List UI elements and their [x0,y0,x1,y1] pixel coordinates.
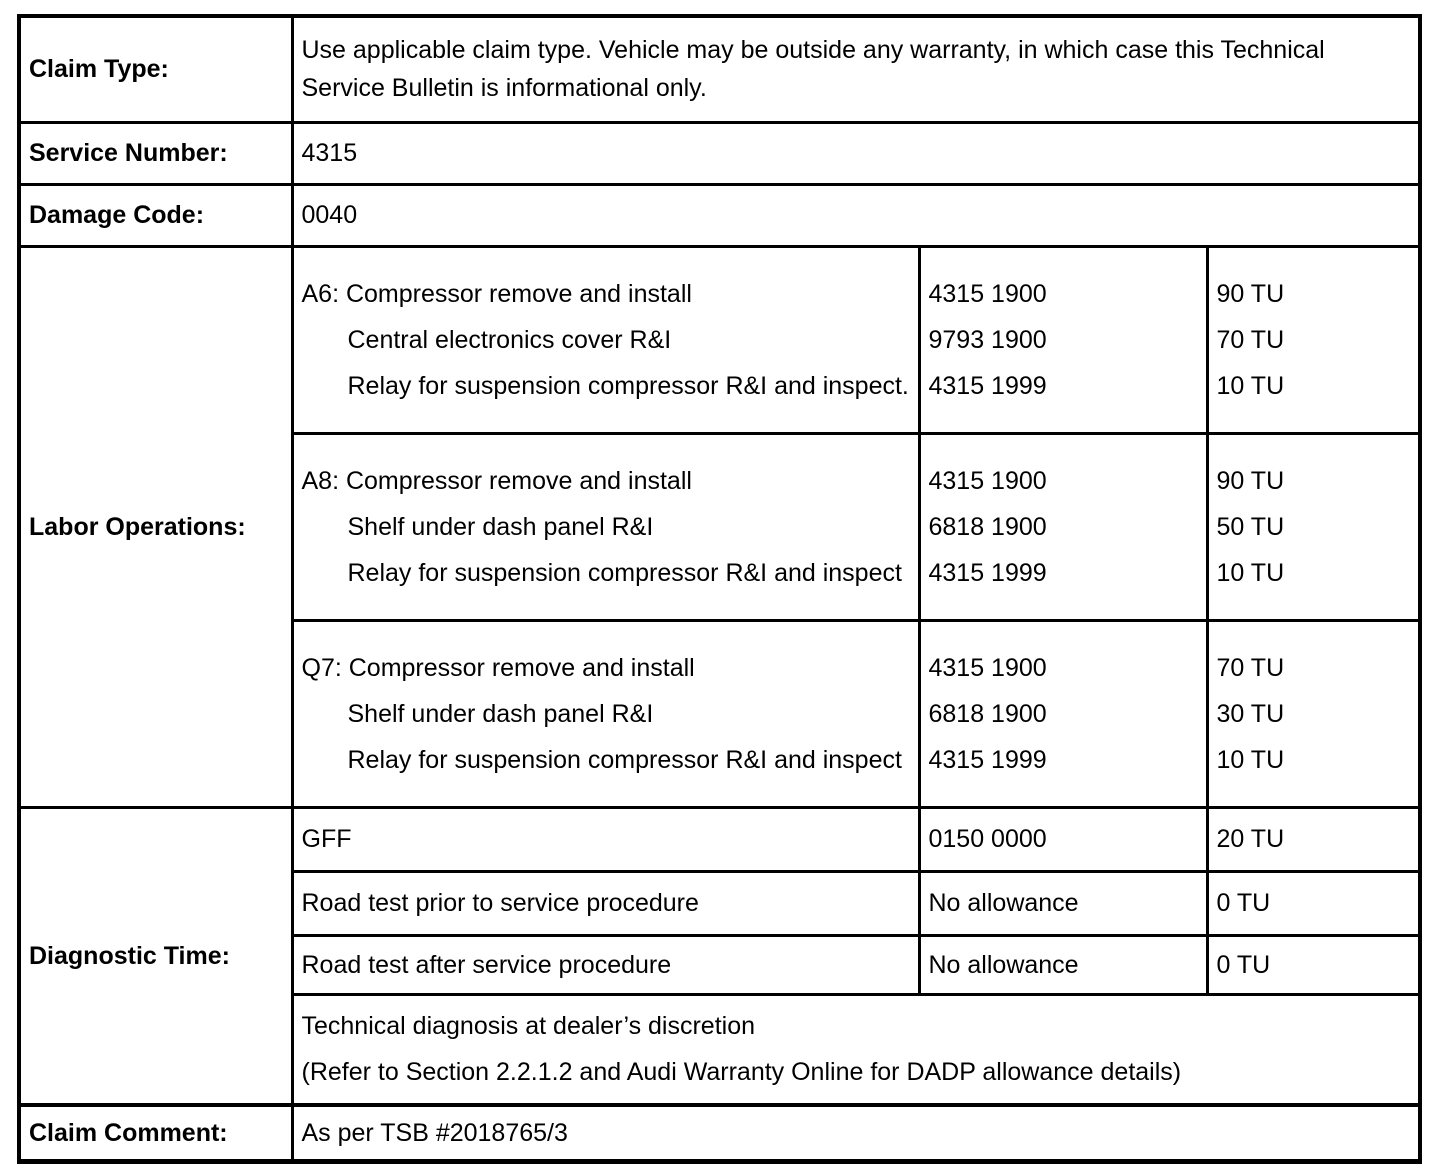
labor-item-desc: Relay for suspension compressor R&I and … [347,558,902,587]
labor-q7-descriptions: Q7: Compressor remove and install Shelf … [290,618,921,809]
labor-item-tu: 90 TU [1216,279,1285,308]
damage-code-value: 0040 [290,182,1422,248]
row-diagnostic-road-after: Road test after service procedure No all… [19,933,1422,996]
damage-code-label: Damage Code: [17,182,294,248]
labor-item-desc: A8: Compressor remove and install [301,466,692,495]
labor-item-code: 6818 1900 [928,512,1047,541]
labor-a8-descriptions: A8: Compressor remove and install Shelf … [290,431,921,622]
labor-item-code: 6818 1900 [928,699,1047,728]
tsb-claim-table: Claim Type: Use applicable claim type. V… [17,14,1423,1164]
service-number-label: Service Number: [17,120,294,186]
labor-a6-codes: 4315 1900 9793 1900 4315 1999 [917,244,1209,435]
diagnostic-note-line1: Technical diagnosis at dealer’s discreti… [301,1012,756,1041]
diagnostic-code: No allowance [917,869,1209,937]
claim-comment-label: Claim Comment: [17,1103,294,1163]
claim-type-label: Claim Type: [17,14,294,124]
labor-q7-codes: 4315 1900 6818 1900 4315 1999 [917,618,1209,809]
row-labor-a6: Labor Operations: A6: Compressor remove … [17,244,1422,809]
labor-item-tu: 30 TU [1216,699,1285,728]
diagnostic-code: 0150 0000 [917,805,1209,873]
labor-item-tu: 10 TU [1216,558,1285,587]
row-damage-code: Damage Code: 0040 [17,182,1422,248]
labor-a6-descriptions: A6: Compressor remove and install Centra… [290,244,921,435]
labor-item-code: 4315 1999 [928,371,1047,400]
labor-operations-label: Labor Operations: [17,244,294,809]
labor-item-code: 4315 1900 [928,466,1047,495]
labor-item-code: 4315 1999 [928,745,1047,774]
labor-item-tu: 10 TU [1216,745,1285,774]
diagnostic-time-label: Diagnostic Time: [17,805,294,1107]
diagnostic-note: Technical diagnosis at dealer’s discreti… [290,992,1422,1107]
labor-item-code: 4315 1999 [928,558,1047,587]
row-diagnostic-road-prior: Road test prior to service procedure No … [19,869,1422,937]
labor-a6-time-units: 90 TU 70 TU 10 TU [1205,244,1422,435]
row-labor-a8: A8: Compressor remove and install Shelf … [19,431,1422,622]
row-diagnostic-gff: Diagnostic Time: GFF 0150 0000 20 TU [17,805,1422,1107]
labor-a8-time-units: 90 TU 50 TU 10 TU [1205,431,1422,622]
labor-item-tu: 50 TU [1216,512,1285,541]
diagnostic-code: No allowance [917,933,1209,996]
labor-item-code: 4315 1900 [928,653,1047,682]
labor-item-desc: Relay for suspension compressor R&I and … [347,371,909,400]
labor-item-desc: Shelf under dash panel R&I [347,512,654,541]
diagnostic-tu: 0 TU [1205,869,1422,937]
diagnostic-desc: Road test prior to service procedure [290,869,921,937]
row-claim-comment: Claim Comment: As per TSB #2018765/3 [17,1103,1422,1163]
labor-item-code: 9793 1900 [928,325,1047,354]
labor-item-desc: Shelf under dash panel R&I [347,699,654,728]
labor-item-desc: Relay for suspension compressor R&I and … [347,745,902,774]
labor-item-desc: A6: Compressor remove and install [301,279,692,308]
labor-item-tu: 90 TU [1216,466,1285,495]
labor-item-tu: 10 TU [1216,371,1285,400]
labor-item-desc: Central electronics cover R&I [347,325,672,354]
diagnostic-note-line2: (Refer to Section 2.2.1.2 and Audi Warra… [301,1058,1182,1087]
row-service-number: Service Number: 4315 [17,120,1422,186]
row-claim-type: Claim Type: Use applicable claim type. V… [17,14,1422,124]
labor-item-desc: Q7: Compressor remove and install [301,653,695,682]
labor-item-code: 4315 1900 [928,279,1047,308]
row-diagnostic-note: Technical diagnosis at dealer’s discreti… [19,992,1422,1107]
labor-q7-time-units: 70 TU 30 TU 10 TU [1205,618,1422,809]
labor-item-tu: 70 TU [1216,653,1285,682]
diagnostic-tu: 0 TU [1205,933,1422,996]
diagnostic-tu: 20 TU [1205,805,1422,873]
row-labor-q7: Q7: Compressor remove and install Shelf … [19,618,1422,809]
diagnostic-desc: GFF [290,805,921,873]
claim-type-value: Use applicable claim type. Vehicle may b… [290,14,1422,124]
diagnostic-desc: Road test after service procedure [290,933,921,996]
labor-item-tu: 70 TU [1216,325,1285,354]
labor-a8-codes: 4315 1900 6818 1900 4315 1999 [917,431,1209,622]
claim-comment-value: As per TSB #2018765/3 [290,1103,1422,1163]
service-number-value: 4315 [290,120,1422,186]
